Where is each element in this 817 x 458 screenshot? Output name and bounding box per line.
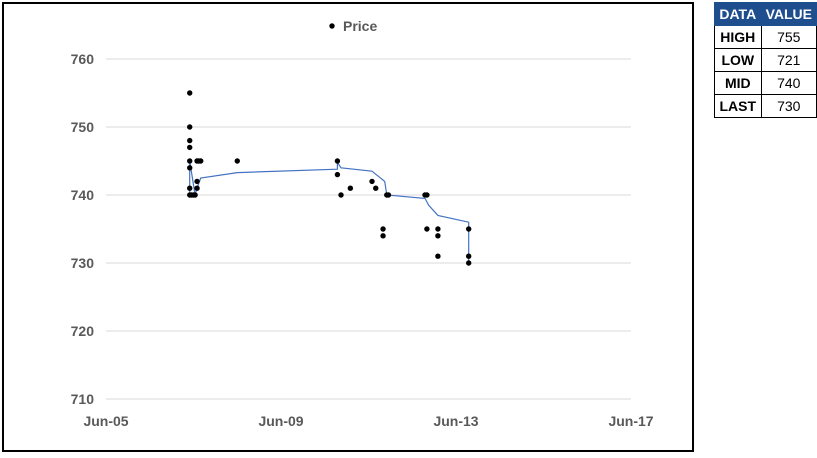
table-header-row: DATA VALUE [714,2,817,26]
y-tick-label: 750 [71,119,95,135]
price-point [198,158,204,164]
price-point [187,124,193,130]
row-value-low: 721 [760,48,817,72]
price-point [347,185,354,191]
price-point [187,90,193,96]
trend-line [189,160,470,263]
price-point [334,158,341,164]
price-point [435,226,441,232]
price-point [187,137,193,144]
price-point [334,171,341,178]
y-tick-label: 730 [71,255,95,271]
y-tick-label: 760 [71,51,95,67]
chart-area: 710 720 730 740 750 760 Jun-05 Jun-09 Jun-13 Jun-… [2,2,694,452]
table-row: HIGH 755 [714,25,817,49]
table-row: MID 740 [714,71,817,95]
price-point [465,226,472,232]
price-point [424,226,430,232]
price-point [380,233,386,239]
row-label-last: LAST [714,94,762,118]
x-tick-label: Jun-17 [608,413,653,429]
row-value-last: 730 [760,94,817,118]
price-point [380,226,386,232]
price-point [369,178,375,185]
legend-marker [329,23,335,29]
price-point [435,253,441,259]
price-point [194,178,200,185]
price-point [435,233,441,239]
price-point [187,144,193,151]
y-tick-label: 710 [71,391,95,407]
price-scatter-chart: 710 720 730 740 750 760 Jun-05 Jun-09 Jun-13 Jun-… [71,18,654,429]
x-tick-label: Jun-13 [433,413,478,429]
price-point [338,192,344,198]
header-data: DATA [714,2,762,26]
price-point [194,185,200,191]
price-point [465,253,472,259]
data-value-table: DATA VALUE HIGH 755 LOW 721 MID 740 LAST… [714,2,817,118]
price-point [187,165,193,171]
price-point [187,158,193,164]
row-value-mid: 740 [760,71,817,95]
x-tick-label: Jun-05 [83,413,128,429]
row-value-high: 755 [760,25,817,49]
row-label-low: LOW [714,48,762,72]
table-row: LOW 721 [714,48,817,72]
price-point [187,185,193,191]
header-value: VALUE [760,2,817,26]
legend-label: Price [343,18,377,34]
price-point [234,158,240,164]
row-label-mid: MID [714,71,762,95]
x-tick-label: Jun-09 [258,413,303,429]
table-row: LAST 730 [714,94,817,118]
y-tick-label: 740 [71,187,95,203]
price-point [465,260,472,266]
price-point [192,192,198,198]
row-label-high: HIGH [714,25,762,49]
price-point [373,185,379,191]
price-point [424,192,430,198]
price-point [385,192,392,198]
y-tick-label: 720 [71,323,95,339]
